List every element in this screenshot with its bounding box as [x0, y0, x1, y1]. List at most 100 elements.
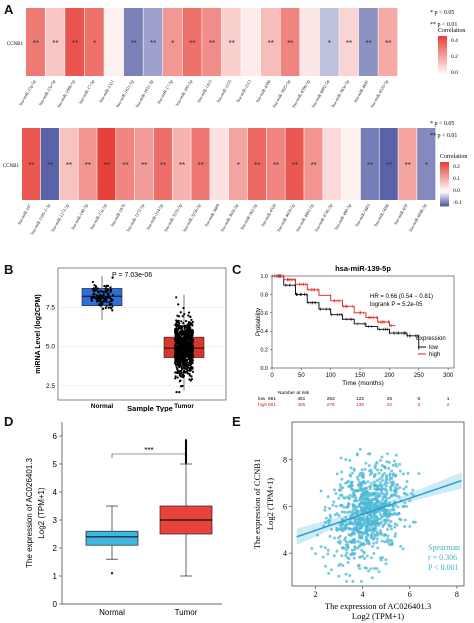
data-point: [109, 286, 112, 289]
data-point: [188, 353, 191, 356]
data-point: [345, 579, 349, 583]
data-point: [174, 377, 177, 380]
data-point: [189, 361, 192, 365]
data-point: [359, 495, 363, 499]
data-point: [188, 324, 192, 327]
data-point: [332, 554, 336, 558]
data-point: [358, 447, 362, 451]
data-point: [387, 460, 391, 464]
data-point: [181, 329, 184, 332]
panel-letter-e: E: [232, 414, 241, 429]
heatmap-sig-mark: **: [209, 39, 215, 48]
legend-swatch: [438, 57, 447, 60]
data-point: [390, 543, 394, 547]
heatmap-sig-mark: **: [141, 161, 147, 170]
data-point: [376, 517, 380, 521]
data-point: [109, 288, 113, 291]
data-point: [176, 346, 179, 349]
data-point: [326, 552, 330, 556]
data-point: [178, 334, 181, 337]
data-point: [339, 486, 343, 490]
data-point: [398, 486, 402, 490]
risk-row-label: high: [258, 402, 267, 408]
data-point: [189, 327, 192, 330]
x-tick-label: 250: [414, 373, 425, 379]
heatmap-sig-mark: **: [189, 39, 195, 48]
legend-swatch: [440, 180, 449, 183]
data-point: [393, 503, 397, 507]
data-point: [358, 516, 362, 520]
data-point: [105, 304, 108, 307]
legend-swatch: [440, 191, 449, 194]
data-point: [186, 361, 189, 364]
data-point: [348, 493, 352, 497]
x-axis-label-line1: The expression of AC026401.3: [325, 601, 431, 611]
y-tick-label: 7.5: [46, 304, 55, 311]
risk-value: 2: [447, 402, 450, 408]
data-point: [181, 349, 184, 352]
data-point: [94, 289, 97, 292]
data-point: [186, 365, 189, 368]
data-point: [327, 572, 331, 576]
legend-swatch: [438, 49, 447, 52]
data-point: [95, 294, 99, 297]
data-point: [191, 320, 194, 324]
data-point: [383, 521, 387, 525]
heatmap-col-label: hsa-miR-15a-5p: [38, 78, 57, 106]
data-point: [359, 521, 363, 525]
data-point: [188, 366, 191, 369]
data-point: [362, 487, 366, 491]
data-point: [385, 481, 389, 485]
data-point: [351, 508, 355, 512]
data-point: [174, 335, 178, 338]
heatmap-col-label: hsa-miR-5696: [373, 202, 390, 227]
data-point: [358, 555, 362, 559]
legend-swatch: [440, 173, 449, 176]
heatmap-cell: [202, 8, 222, 76]
data-point: [368, 473, 372, 477]
x-tick-label: 6: [408, 590, 412, 599]
data-point: [336, 540, 340, 544]
data-point: [362, 543, 366, 547]
plot-frame: [271, 275, 455, 369]
data-point: [177, 332, 180, 335]
data-point: [345, 551, 349, 555]
data-point: [344, 540, 348, 544]
data-point: [186, 372, 190, 375]
data-point: [370, 576, 374, 580]
data-point: [355, 508, 359, 512]
legend-swatch: [438, 39, 447, 42]
hr-annotation: HR = 0.66 (0.54 − 0.81): [370, 294, 433, 300]
data-point: [375, 530, 379, 534]
data-point: [363, 566, 367, 570]
legend-tick: 0.4: [451, 38, 458, 44]
data-point: [181, 384, 184, 388]
data-point: [323, 520, 327, 524]
data-point: [403, 524, 407, 528]
y-axis-label-line2: Log2 (TPM+1): [265, 478, 275, 530]
heatmap-sig-mark: **: [268, 39, 274, 48]
risk-value: 461: [297, 396, 305, 402]
data-point: [182, 365, 185, 368]
data-point: [326, 495, 330, 499]
data-point: [183, 339, 186, 343]
data-point: [352, 492, 356, 496]
data-point: [343, 523, 347, 527]
legend-swatch: [440, 204, 449, 207]
expression-boxplot: 0 1 2 3 4 5 6 The expression of AC026401.3 Log2 …: [25, 422, 222, 617]
data-point: [180, 366, 183, 369]
x-tick-label: 8: [455, 590, 459, 599]
data-point: [184, 358, 187, 361]
heatmap-col-label: hsa-miR-17-3p: [156, 78, 174, 104]
data-point: [394, 462, 398, 466]
data-point: [408, 499, 412, 503]
heatmap-sig-mark: **: [104, 161, 110, 170]
risk-value: 6: [417, 396, 420, 402]
y-tick-label: 8: [283, 455, 287, 464]
data-point: [336, 528, 340, 532]
data-point: [185, 344, 188, 347]
data-point: [188, 378, 191, 381]
heatmap-cell: [182, 8, 202, 76]
heatmap-col-label: hsa-miR-17-5p: [78, 78, 96, 104]
heatmap-cell: [26, 8, 45, 76]
